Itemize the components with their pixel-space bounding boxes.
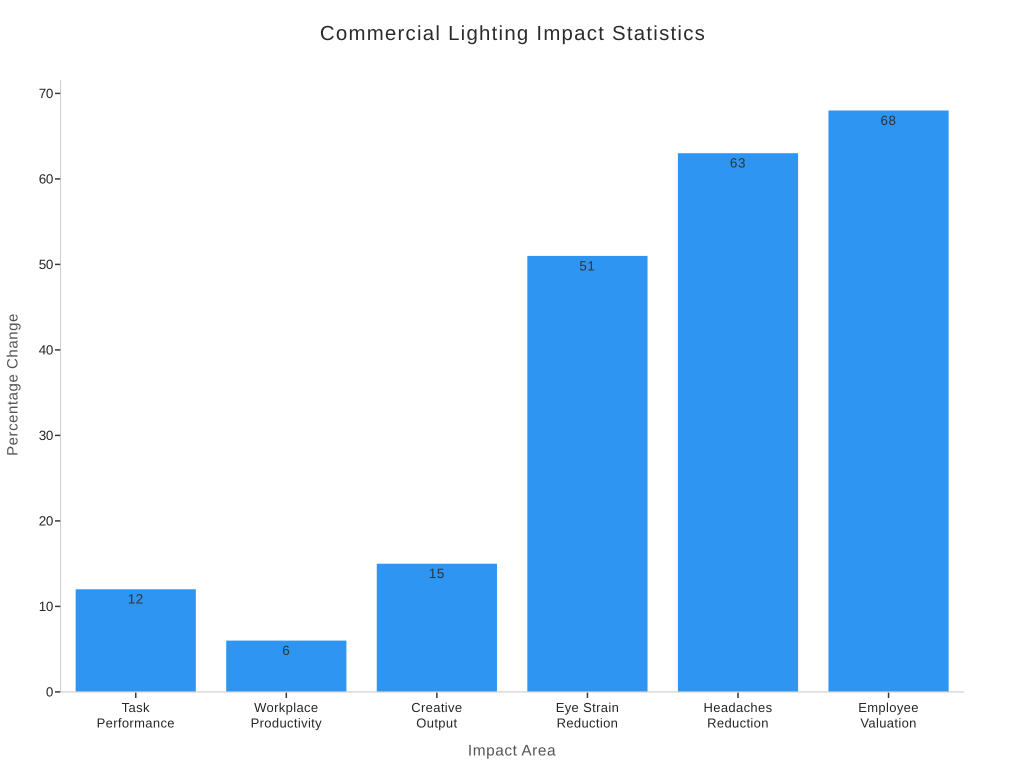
svg-text:68: 68 xyxy=(880,113,896,128)
svg-text:Productivity: Productivity xyxy=(251,716,323,731)
svg-text:Workplace: Workplace xyxy=(254,700,318,715)
svg-text:6: 6 xyxy=(282,643,290,658)
svg-text:20: 20 xyxy=(39,514,53,529)
svg-text:Valuation: Valuation xyxy=(860,716,916,731)
svg-text:Performance: Performance xyxy=(97,716,175,731)
svg-text:Reduction: Reduction xyxy=(557,716,619,731)
svg-text:Reduction: Reduction xyxy=(707,716,769,731)
svg-text:15: 15 xyxy=(429,566,445,581)
svg-text:0: 0 xyxy=(46,685,53,700)
svg-text:Task: Task xyxy=(122,700,150,715)
svg-text:Employee: Employee xyxy=(858,700,919,715)
svg-text:30: 30 xyxy=(39,428,53,443)
svg-text:Percentage Change: Percentage Change xyxy=(4,313,21,456)
svg-text:60: 60 xyxy=(39,172,53,187)
svg-text:10: 10 xyxy=(39,599,53,614)
svg-text:Eye Strain: Eye Strain xyxy=(556,700,619,715)
svg-text:63: 63 xyxy=(730,156,746,171)
svg-text:Impact Area: Impact Area xyxy=(468,742,556,759)
svg-text:Creative: Creative xyxy=(411,700,462,715)
svg-text:Headaches: Headaches xyxy=(704,700,773,715)
svg-text:51: 51 xyxy=(579,258,595,273)
svg-text:Output: Output xyxy=(416,716,457,731)
svg-text:40: 40 xyxy=(39,343,53,358)
svg-text:50: 50 xyxy=(39,257,53,272)
svg-text:70: 70 xyxy=(39,86,53,101)
svg-text:12: 12 xyxy=(128,592,144,607)
svg-text:Commercial Lighting Impact Sta: Commercial Lighting Impact Statistics xyxy=(320,23,706,45)
